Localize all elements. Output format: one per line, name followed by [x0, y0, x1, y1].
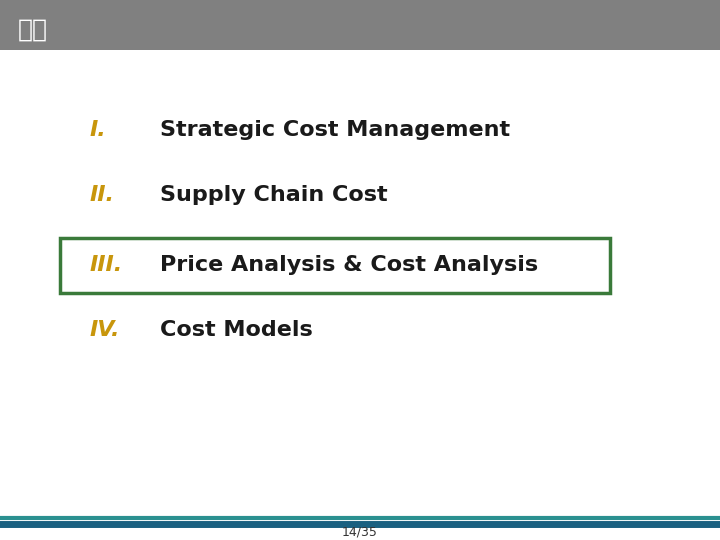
Text: Supply Chain Cost: Supply Chain Cost [160, 185, 387, 205]
Text: Strategic Cost Management: Strategic Cost Management [160, 120, 510, 140]
Text: 14/35: 14/35 [342, 525, 378, 538]
Text: II.: II. [90, 185, 115, 205]
Text: Price Analysis & Cost Analysis: Price Analysis & Cost Analysis [160, 255, 538, 275]
FancyBboxPatch shape [0, 0, 720, 50]
FancyBboxPatch shape [60, 238, 610, 293]
Text: IV.: IV. [90, 320, 120, 340]
Text: 차례: 차례 [18, 18, 48, 42]
Text: I.: I. [90, 120, 107, 140]
Text: III.: III. [90, 255, 123, 275]
Text: Cost Models: Cost Models [160, 320, 312, 340]
